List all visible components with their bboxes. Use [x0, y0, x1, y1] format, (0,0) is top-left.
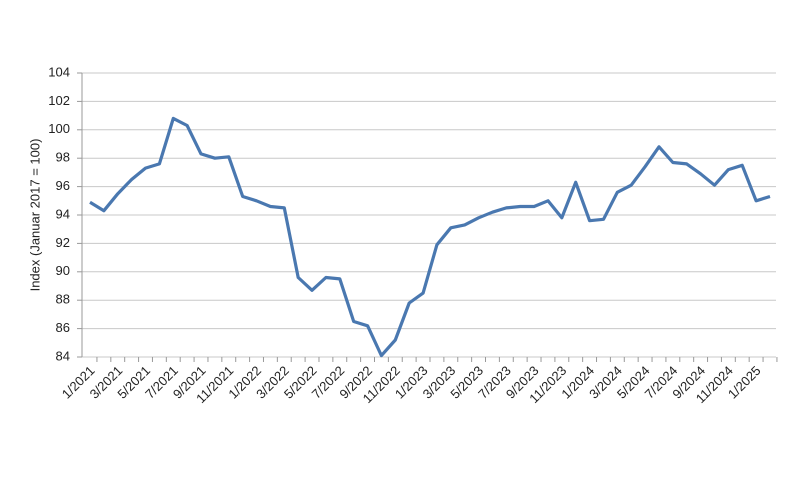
- y-tick-label: 102: [48, 93, 70, 108]
- y-tick-label: 92: [56, 235, 70, 250]
- y-tick-label: 88: [56, 292, 70, 307]
- y-tick-label: 96: [56, 178, 70, 193]
- y-tick-label: 84: [56, 348, 70, 363]
- y-tick-label: 86: [56, 320, 70, 335]
- y-tick-label: 94: [56, 206, 70, 221]
- y-tick-label: 100: [48, 121, 70, 136]
- y-tick-label: 98: [56, 150, 70, 165]
- y-tick-label: 104: [48, 64, 70, 79]
- y-axis-label: Index (Januar 2017 = 100): [27, 139, 42, 292]
- y-tick-label: 90: [56, 263, 70, 278]
- data-line: [89, 116, 771, 358]
